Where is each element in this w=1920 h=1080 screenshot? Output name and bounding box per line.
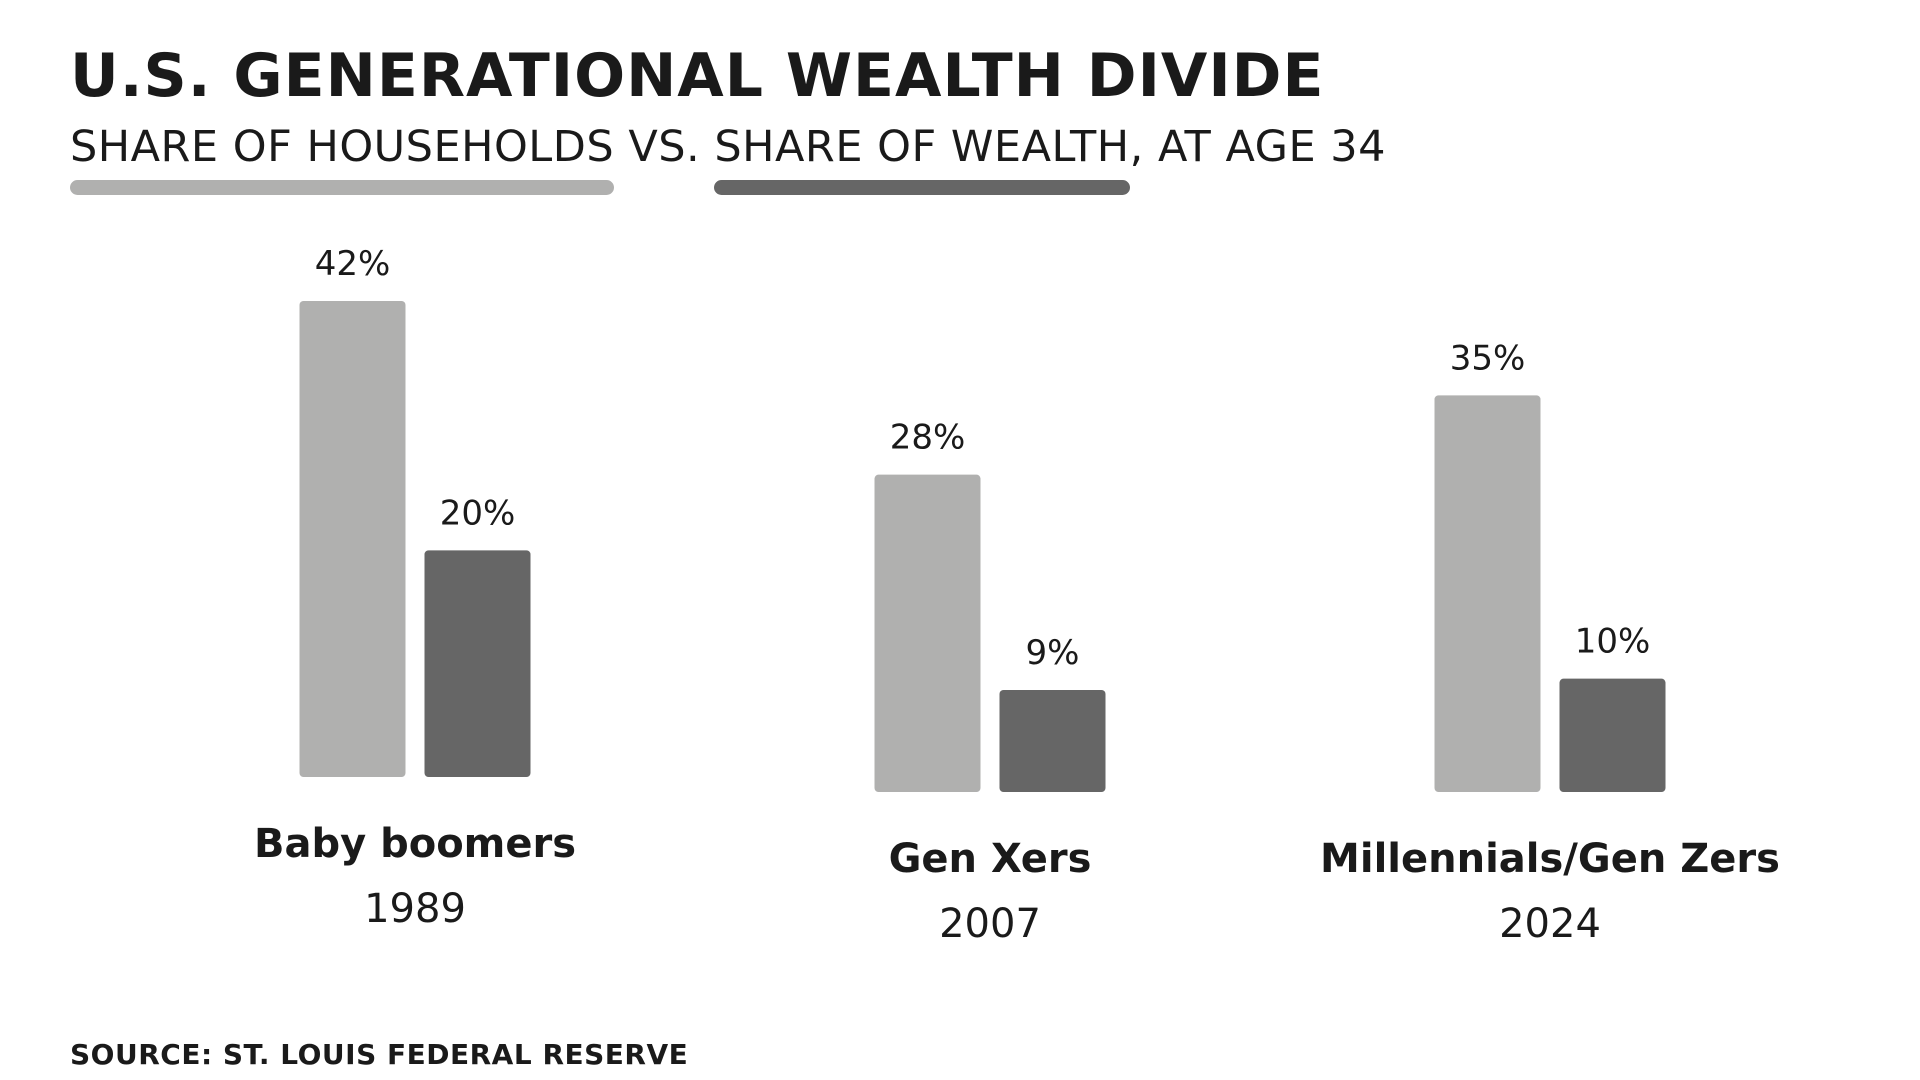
subtitle-vs-text: VS. <box>614 122 715 172</box>
category-year-2: 2007 <box>939 901 1041 947</box>
data-label-wealth-1: 20% <box>440 493 516 533</box>
bar-wealth-2 <box>999 690 1106 792</box>
subtitle-age-text: , AT AGE 34 <box>1129 122 1387 172</box>
chart-title: U.S. GENERATIONAL WEALTH DIVIDE <box>70 41 1325 111</box>
data-label-households-1: 42% <box>315 244 391 284</box>
bar-households-1 <box>299 301 406 777</box>
category-label-3: Millennials/Gen Zers <box>1320 836 1780 882</box>
category-year-1: 1989 <box>364 886 466 932</box>
data-label-wealth-2: 9% <box>1026 633 1080 673</box>
category-label-2: Gen Xers <box>889 836 1092 882</box>
chart-subtitle: SHARE OF HOUSEHOLDS VS. SHARE OF WEALTH,… <box>70 118 1386 176</box>
category-year-3: 2024 <box>1499 901 1601 947</box>
category-label-1: Baby boomers <box>254 821 576 867</box>
data-label-households-3: 35% <box>1450 338 1526 378</box>
bar-wealth-1 <box>424 550 531 777</box>
legend-swatch-households <box>70 180 615 195</box>
bar-wealth-3 <box>1559 678 1666 792</box>
bar-households-2 <box>874 474 981 792</box>
source-note: SOURCE: ST. LOUIS FEDERAL RESERVE <box>70 1038 689 1071</box>
bar-households-3 <box>1434 395 1541 792</box>
legend-swatch-wealth <box>714 180 1130 195</box>
subtitle-wealth-text: SHARE OF WEALTH <box>714 122 1130 172</box>
data-label-households-2: 28% <box>890 418 966 458</box>
subtitle-households-text: SHARE OF HOUSEHOLDS <box>70 122 615 172</box>
data-label-wealth-3: 10% <box>1575 622 1651 662</box>
